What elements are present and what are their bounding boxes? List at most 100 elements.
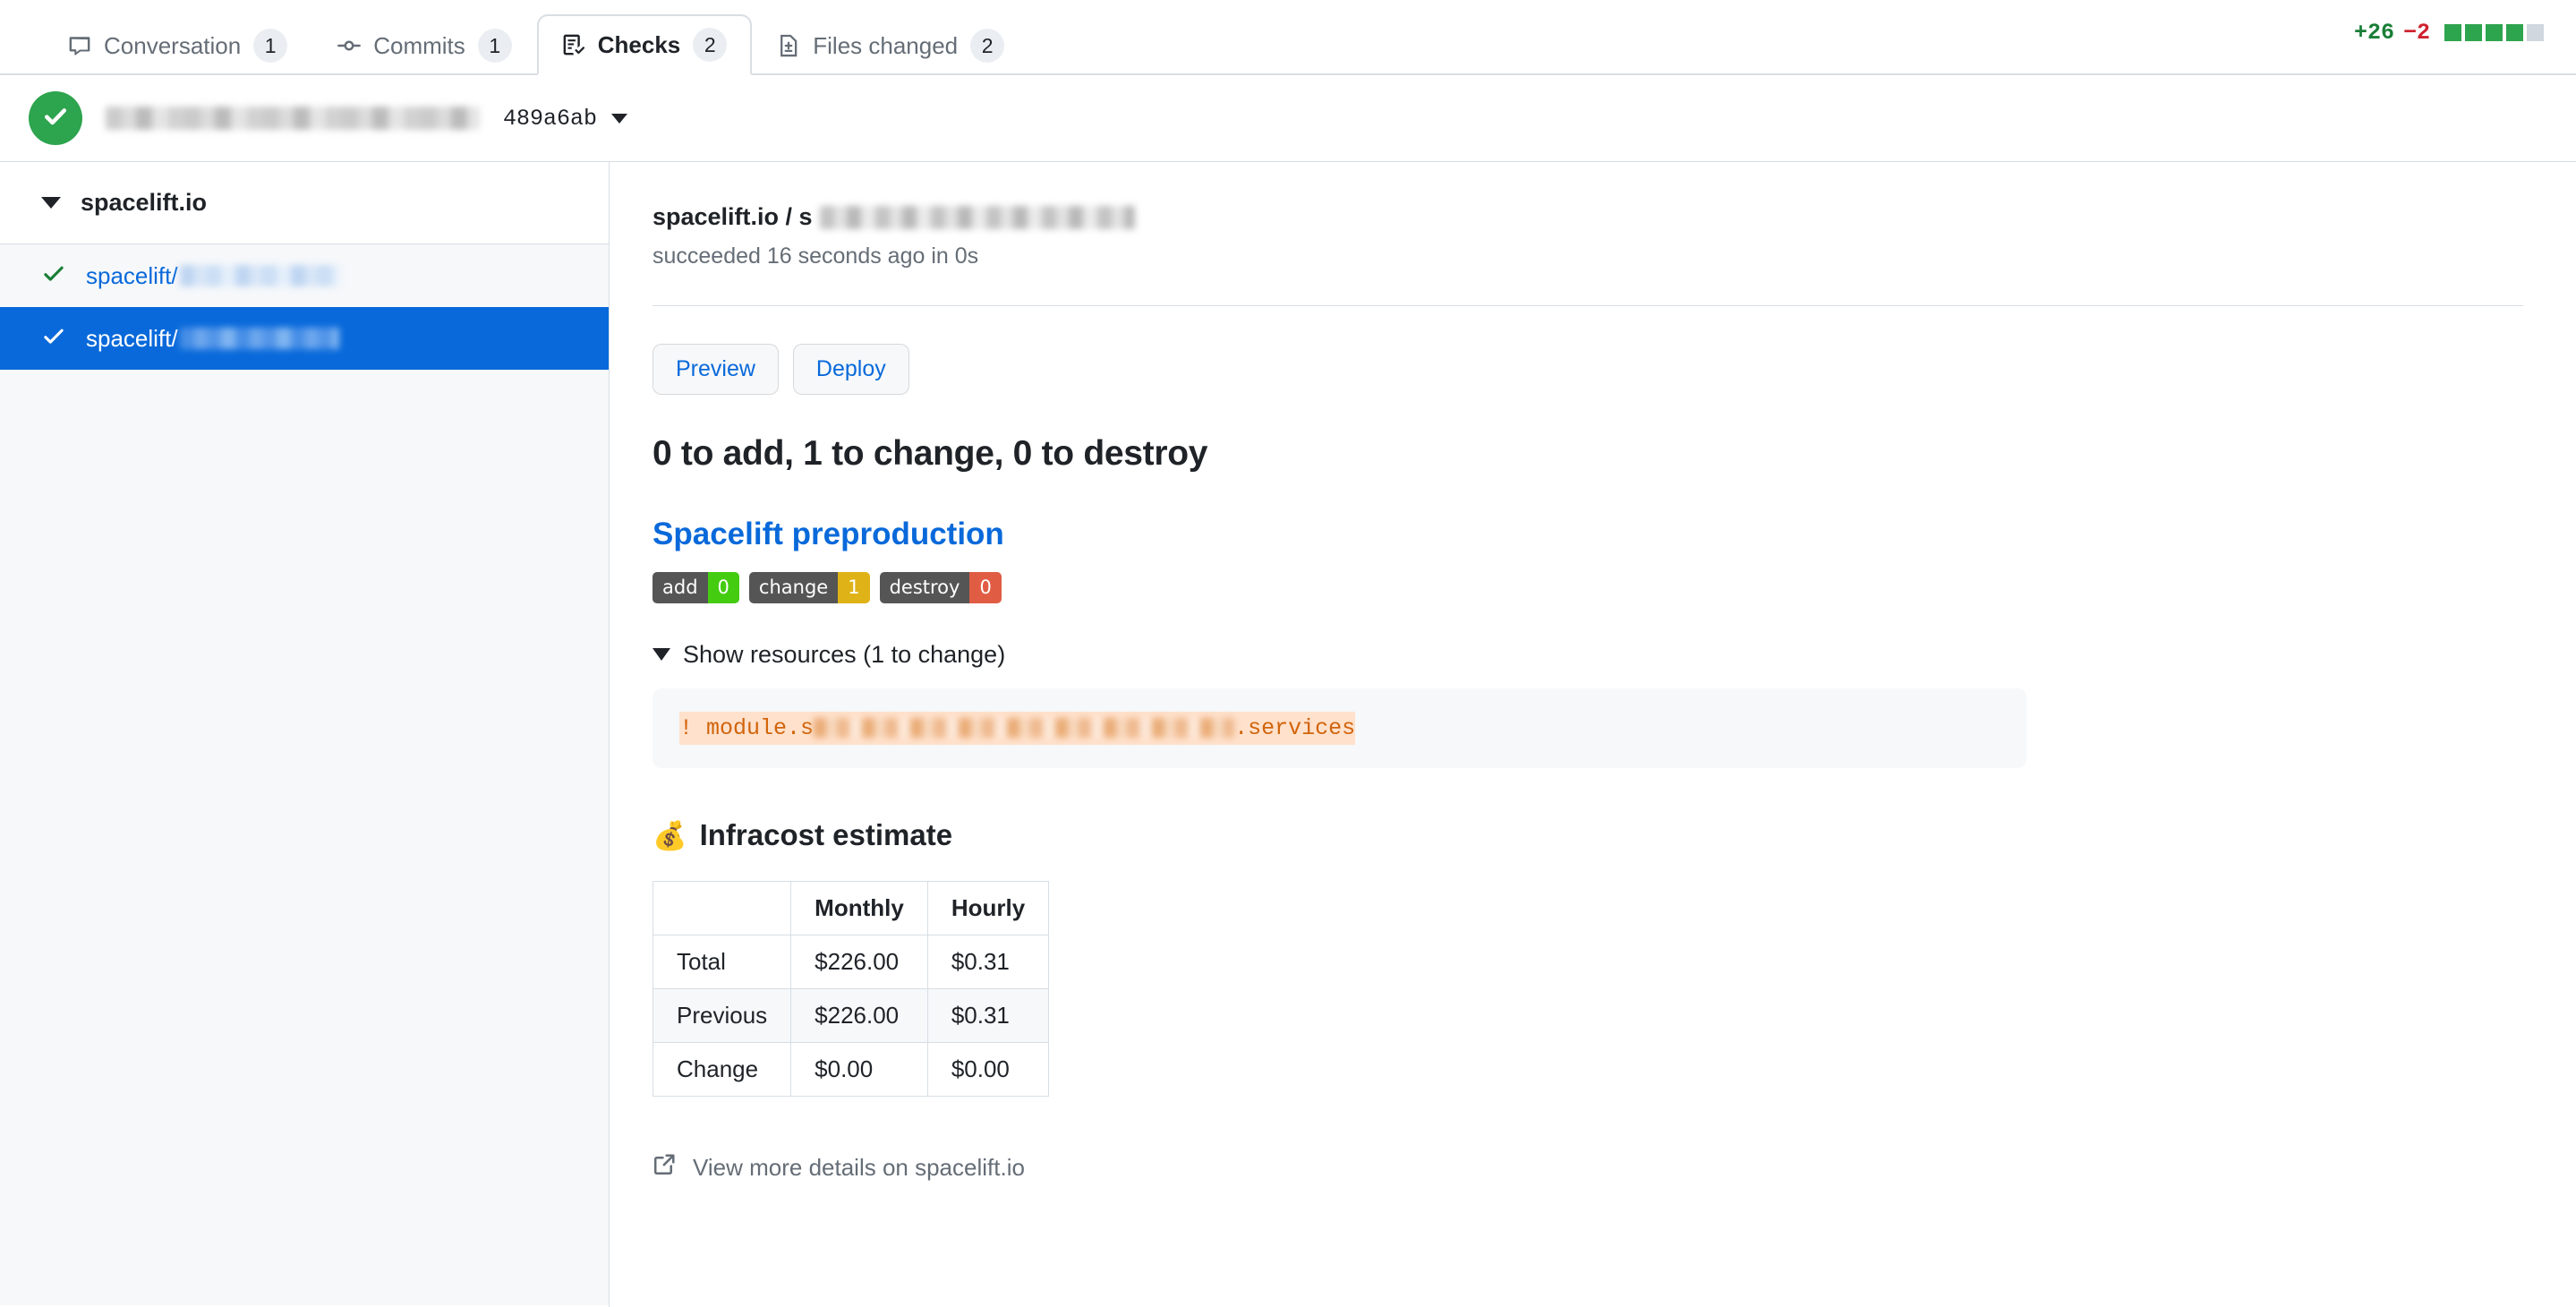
badge-change: change 1 [748,571,870,603]
tab-counter: 1 [477,29,512,63]
cell-change-hourly: $0.00 [926,1042,1050,1097]
external-link-icon [653,1152,677,1183]
status-badge [29,91,82,145]
view-more-details-link[interactable]: View more details on spacelift.io [653,1152,2522,1183]
check-icon [40,101,71,136]
diff-block [2444,24,2461,41]
check-run-title-text: spacelift.io / s [653,203,813,230]
row-label-total: Total [652,935,792,989]
commit-header: 489a6ab [0,75,2576,162]
sidebar-check-prefix: spacelift/ [86,261,178,289]
column-header-hourly: Hourly [926,881,1050,935]
checklist-icon [562,33,585,56]
tab-counter: 2 [693,28,728,62]
sidebar-check-label: spacelift/ [86,325,339,353]
sidebar-group-spacelift-io[interactable]: spacelift.io [0,162,609,244]
check-run-title: spacelift.io / s [653,203,2522,231]
sidebar-empty-area [0,370,609,1305]
tab-label: Conversation [104,31,242,59]
check-icon [41,261,66,291]
diff-block [2506,24,2523,41]
cell-total-monthly: $226.00 [790,935,928,989]
caret-down-icon [611,113,628,124]
cell-change-monthly: $0.00 [790,1042,928,1097]
resource-prefix: module.s [706,714,815,741]
tab-counter: 2 [970,29,1005,63]
checks-body: spacelift.io spacelift/ spacelift/ [0,162,2576,1307]
diff-blocks [2444,24,2544,41]
sidebar-check-prefix: spacelift/ [86,324,178,352]
show-resources-label: Show resources (1 to change) [683,640,1006,668]
badge-value: 1 [838,571,870,603]
infracost-table: Monthly Hourly Total $226.00 $0.31 Previ… [652,881,1050,1097]
badge-add: add 0 [653,571,739,603]
deploy-button[interactable]: Deploy [792,344,909,395]
resource-code-block: ! module.s .services [653,688,2026,768]
sidebar-check-name-redacted [179,265,339,286]
pr-tab-bar: Conversation 1 Commits 1 Checks 2 [0,0,2576,75]
tab-conversation[interactable]: Conversation 1 [43,14,312,75]
show-resources-disclosure[interactable]: Show resources (1 to change) [653,641,2522,669]
check-run-title-redacted [819,205,1135,229]
infracost-table-body: Total $226.00 $0.31 Previous $226.00 $0.… [652,935,1050,1097]
comment-icon [68,34,91,57]
chevron-down-icon [41,197,61,209]
plan-badges: add 0 change 1 destroy 0 [653,571,2522,603]
badge-label: change [748,571,839,603]
tab-commits[interactable]: Commits 1 [312,14,537,75]
sidebar-check-item-1[interactable]: spacelift/ [0,244,609,307]
row-label-change: Change [652,1042,792,1097]
diff-deletions: −2 [2402,20,2430,46]
tab-counter: 1 [253,29,288,63]
table-row: Total $226.00 $0.31 [652,935,1050,989]
resource-name-redacted [814,718,1235,739]
stack-link[interactable]: Spacelift preproduction [653,516,1004,551]
diff-additions: +26 [2353,20,2394,46]
column-header-monthly: Monthly [790,881,928,935]
commit-message-redacted [106,107,480,130]
table-header-row: Monthly Hourly [652,881,1050,935]
divider [653,305,2523,306]
infracost-heading: 💰 Infracost estimate [653,818,2522,852]
infracost-heading-text: Infracost estimate [699,818,953,851]
cell-previous-monthly: $226.00 [790,988,928,1043]
badge-value: 0 [969,571,1002,603]
tab-files-changed[interactable]: Files changed 2 [752,14,1029,75]
resource-suffix: .services [1234,714,1356,741]
row-label-previous: Previous [652,988,792,1043]
diff-stat[interactable]: +26 −2 [2354,20,2544,46]
sidebar-check-item-2[interactable]: spacelift/ [0,307,609,370]
sidebar-check-label: spacelift/ [86,262,339,290]
tab-label: Checks [597,30,681,58]
column-header-blank [652,881,792,935]
badge-destroy: destroy 0 [879,571,1002,603]
commit-sha-text: 489a6ab [503,105,598,132]
tab-label: Commits [373,31,465,59]
resource-change-marker: ! [679,714,694,741]
badge-label: add [653,571,708,603]
table-row: Change $0.00 $0.00 [652,1042,1050,1097]
action-button-row: Preview Deploy [653,344,2522,395]
diff-block [2486,24,2503,41]
money-bag-icon: 💰 [653,819,687,852]
check-detail-panel: spacelift.io / s succeeded 16 seconds ag… [610,162,2576,1307]
diff-block [2465,24,2482,41]
git-commit-icon [337,34,362,57]
badge-label: destroy [879,571,970,603]
check-run-subtitle: succeeded 16 seconds ago in 0s [653,243,979,269]
preview-button[interactable]: Preview [653,344,779,395]
sidebar-check-name-redacted [179,328,339,349]
table-row: Previous $226.00 $0.31 [652,988,1050,1043]
sidebar-group-label: spacelift.io [81,189,208,216]
triangle-down-icon [653,648,670,661]
cell-previous-hourly: $0.31 [926,988,1050,1043]
checks-sidebar: spacelift.io spacelift/ spacelift/ [0,162,610,1307]
plan-summary-heading: 0 to add, 1 to change, 0 to destroy [653,433,1208,473]
view-more-details-label: View more details on spacelift.io [693,1153,1025,1181]
diff-block [2527,24,2544,41]
tab-checks[interactable]: Checks 2 [536,14,753,75]
file-diff-icon [777,34,800,57]
commit-sha-dropdown[interactable]: 489a6ab [503,105,628,132]
resource-line: ! module.s .services [679,711,1356,745]
check-icon [41,324,66,354]
